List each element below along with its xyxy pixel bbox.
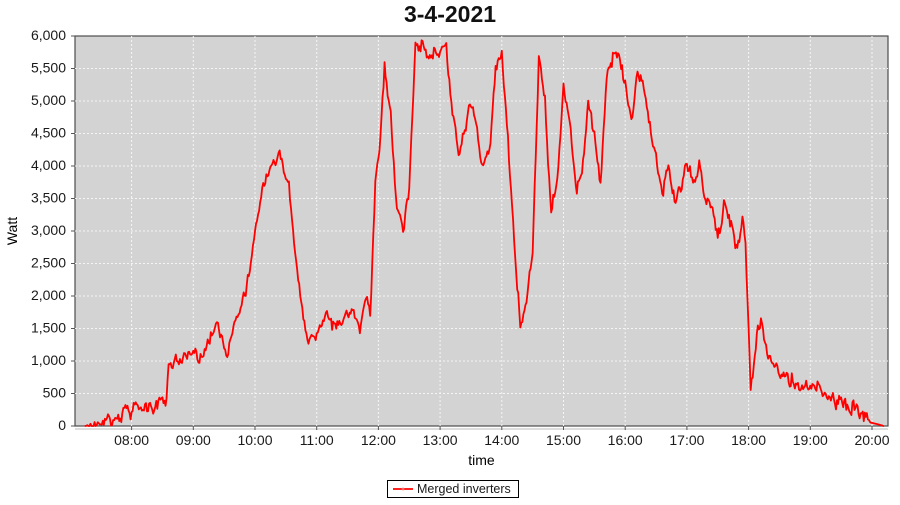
svg-text:09:00: 09:00: [176, 432, 211, 448]
svg-text:15:00: 15:00: [546, 432, 581, 448]
svg-text:08:00: 08:00: [114, 432, 149, 448]
svg-text:3,000: 3,000: [31, 222, 66, 238]
svg-text:1,500: 1,500: [31, 320, 66, 336]
svg-text:10:00: 10:00: [237, 432, 272, 448]
svg-text:500: 500: [43, 385, 67, 401]
svg-text:11:00: 11:00: [300, 432, 334, 448]
svg-text:6,000: 6,000: [31, 27, 66, 43]
svg-text:16:00: 16:00: [608, 432, 643, 448]
svg-text:1,000: 1,000: [31, 352, 66, 368]
svg-text:0: 0: [58, 417, 66, 433]
svg-text:5,000: 5,000: [31, 92, 66, 108]
svg-text:14:00: 14:00: [484, 432, 519, 448]
svg-text:2,000: 2,000: [31, 287, 66, 303]
svg-text:13:00: 13:00: [423, 432, 458, 448]
svg-text:Merged inverters: Merged inverters: [417, 482, 511, 496]
svg-text:Watt: Watt: [4, 217, 20, 245]
svg-text:18:00: 18:00: [731, 432, 766, 448]
svg-text:12:00: 12:00: [361, 432, 396, 448]
svg-text:2,500: 2,500: [31, 255, 66, 271]
svg-text:20:00: 20:00: [854, 432, 889, 448]
svg-text:time: time: [468, 452, 495, 468]
svg-text:17:00: 17:00: [669, 432, 704, 448]
svg-text:5,500: 5,500: [31, 60, 66, 76]
svg-text:3,500: 3,500: [31, 190, 66, 206]
svg-text:4,000: 4,000: [31, 157, 66, 173]
svg-text:4,500: 4,500: [31, 125, 66, 141]
svg-text:19:00: 19:00: [793, 432, 828, 448]
